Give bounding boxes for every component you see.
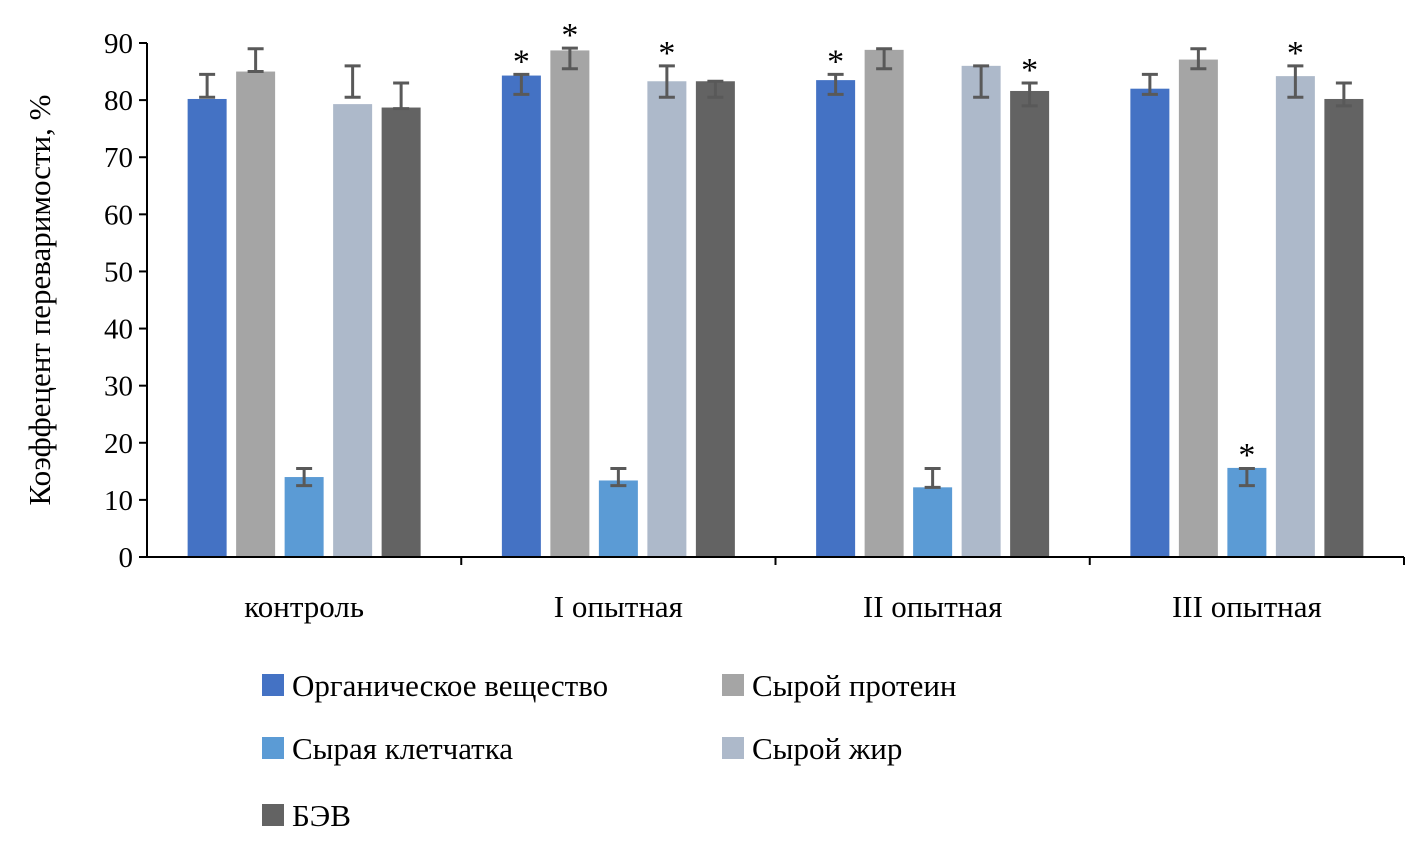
legend-label: БЭВ [292,798,351,833]
legend-label: Органическое вещество [292,668,608,703]
significance-star: * [1287,35,1304,72]
bar [550,50,590,558]
legend-label: Сырая клетчатка [292,731,513,766]
legend-item: Органическое вещество [262,668,608,703]
legend: Органическое вещество Сырой протеин Сырая … [262,668,957,833]
legend-label: Сырой протеин [752,668,957,703]
y-tick-label: 30 [104,371,133,403]
y-axis-ticks: 0 10 20 30 40 50 60 70 80 90 [104,28,147,574]
bar [187,98,227,558]
bar [236,71,276,558]
error-bars [199,46,1352,489]
legend-label: Сырой жир [752,731,902,766]
legend-swatch [262,674,284,696]
bar [961,65,1001,557]
legend-item: Сырой жир [722,731,902,766]
bar [1178,59,1218,557]
y-tick-label: 10 [104,485,133,517]
significance-star: * [1021,52,1038,89]
bar [381,107,421,557]
y-axis-label: Коэффецент переваримости, % [22,95,57,506]
significance-star: * [1238,437,1255,474]
legend-swatch [262,804,284,826]
significance-star: * [658,35,675,72]
significance-markers: * * * * * * * [513,17,1304,474]
bar [695,81,735,558]
bar [1324,98,1364,558]
bar [333,104,373,557]
y-tick-label: 80 [104,85,133,117]
y-tick-label: 90 [104,28,133,60]
bar [1010,90,1050,558]
significance-star: * [513,43,530,80]
x-tick-label: контроль [244,589,364,624]
bar [1275,76,1315,557]
y-tick-label: 70 [104,142,133,174]
bar [913,487,953,557]
bar [598,480,638,557]
significance-star: * [827,43,844,80]
bar [864,49,904,557]
bar [501,75,541,557]
bar [816,80,856,557]
x-tick-label: I опытная [554,589,683,624]
y-tick-label: 60 [104,199,133,231]
y-tick-label: 0 [119,542,134,574]
legend-item: БЭВ [262,798,351,833]
x-tick-label: III опытная [1172,589,1322,624]
bar [1130,88,1170,557]
legend-swatch [262,737,284,759]
significance-star: * [561,17,578,54]
bars [187,49,1364,558]
legend-item: Сырой протеин [722,668,957,703]
legend-swatch [722,737,744,759]
legend-item: Сырая клетчатка [262,731,513,766]
y-tick-label: 50 [104,256,133,288]
legend-swatch [722,674,744,696]
bar [647,81,687,558]
x-axis-labels: контроль I опытная II опытная III опытная [244,557,1405,624]
y-tick-label: 20 [104,428,133,460]
x-tick-label: II опытная [863,589,1002,624]
y-tick-label: 40 [104,314,133,346]
bar [284,477,324,557]
